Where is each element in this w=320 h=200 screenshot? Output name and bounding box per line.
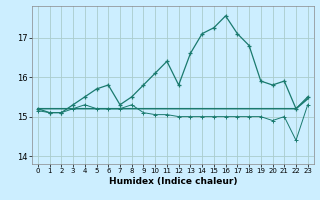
X-axis label: Humidex (Indice chaleur): Humidex (Indice chaleur) bbox=[108, 177, 237, 186]
